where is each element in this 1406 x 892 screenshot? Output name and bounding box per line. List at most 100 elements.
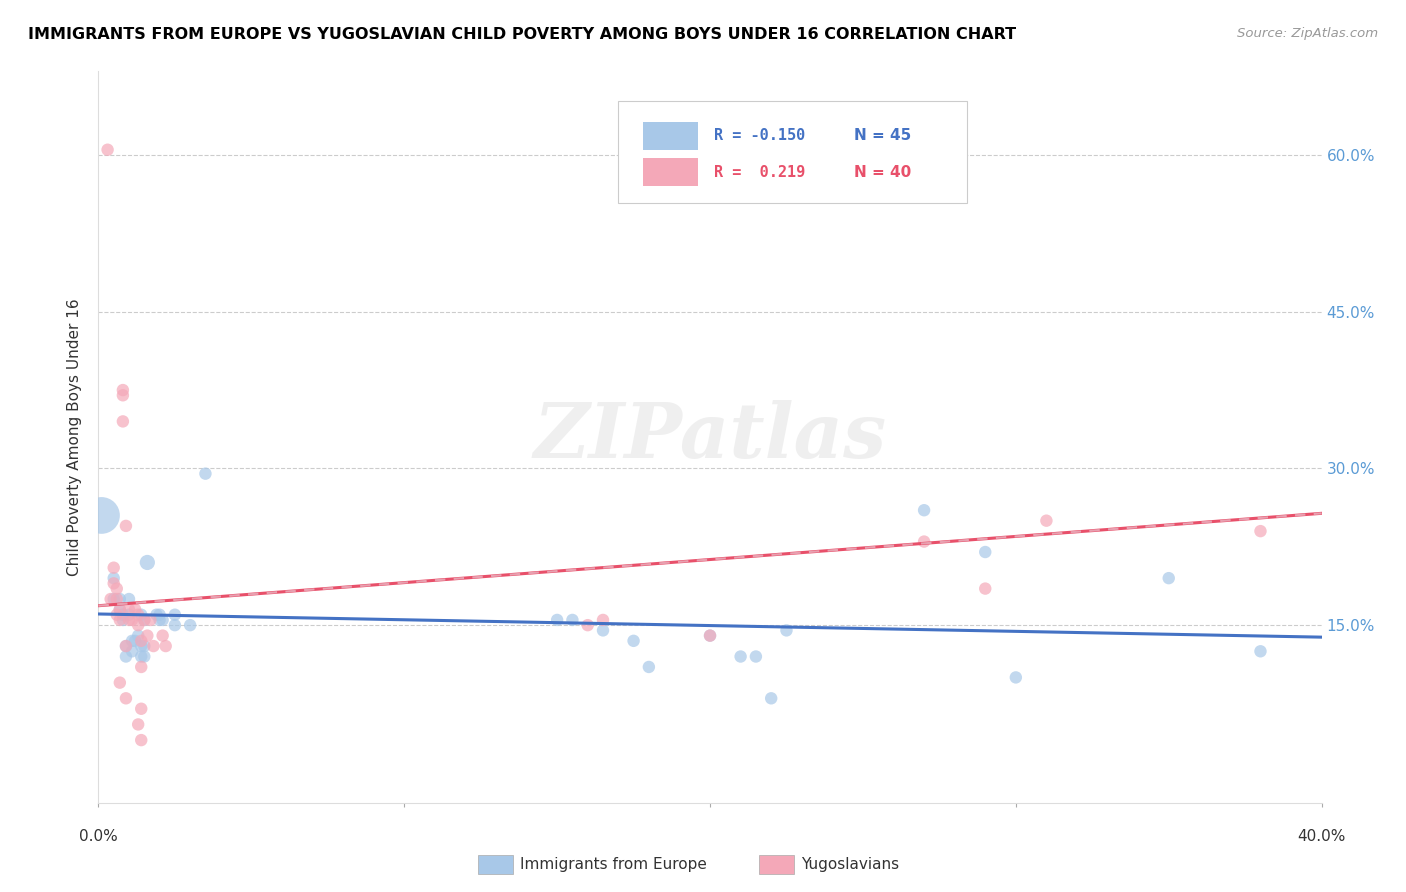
FancyBboxPatch shape <box>643 159 697 186</box>
Point <box>127 618 149 632</box>
Point <box>592 624 614 638</box>
Point <box>124 602 146 616</box>
Text: 0.0%: 0.0% <box>79 829 118 844</box>
Point <box>134 649 156 664</box>
Point <box>1157 571 1180 585</box>
Point <box>129 649 152 664</box>
Point <box>149 607 172 622</box>
Point <box>699 629 721 643</box>
Point <box>115 639 138 653</box>
Text: N = 40: N = 40 <box>855 165 911 180</box>
Point <box>105 592 128 607</box>
Point <box>103 576 125 591</box>
Point <box>546 613 568 627</box>
Point <box>118 613 141 627</box>
Point <box>163 618 186 632</box>
Point <box>759 691 782 706</box>
Point <box>111 613 134 627</box>
Text: Source: ZipAtlas.com: Source: ZipAtlas.com <box>1237 27 1378 40</box>
Point <box>103 560 125 574</box>
Point <box>108 602 131 616</box>
Text: R = -0.150: R = -0.150 <box>714 128 806 144</box>
Text: IMMIGRANTS FROM EUROPE VS YUGOSLAVIAN CHILD POVERTY AMONG BOYS UNDER 16 CORRELAT: IMMIGRANTS FROM EUROPE VS YUGOSLAVIAN CH… <box>28 27 1017 42</box>
Point <box>1249 644 1271 658</box>
Point <box>134 639 156 653</box>
Point <box>129 733 152 747</box>
Point <box>775 624 797 638</box>
Point <box>1035 514 1057 528</box>
Point <box>129 633 152 648</box>
Point <box>121 633 143 648</box>
Point <box>121 644 143 658</box>
Point <box>111 414 134 428</box>
Point <box>127 629 149 643</box>
Text: Yugoslavians: Yugoslavians <box>801 857 900 871</box>
Point <box>592 613 614 627</box>
Point <box>730 649 752 664</box>
Point <box>179 618 201 632</box>
Point <box>127 607 149 622</box>
Point <box>194 467 217 481</box>
Point <box>121 613 143 627</box>
Text: ZIPatlas: ZIPatlas <box>533 401 887 474</box>
Point <box>108 592 131 607</box>
Point <box>108 675 131 690</box>
Y-axis label: Child Poverty Among Boys Under 16: Child Poverty Among Boys Under 16 <box>67 298 83 576</box>
Point <box>103 571 125 585</box>
Point <box>100 592 122 607</box>
Point <box>637 660 661 674</box>
Point <box>129 660 152 674</box>
FancyBboxPatch shape <box>619 101 967 203</box>
Point <box>115 649 138 664</box>
Point <box>129 607 152 622</box>
Point <box>163 607 186 622</box>
Point <box>699 629 721 643</box>
Text: Immigrants from Europe: Immigrants from Europe <box>520 857 707 871</box>
Point <box>108 602 131 616</box>
Point <box>129 639 152 653</box>
Point <box>108 613 131 627</box>
Point <box>1004 670 1026 684</box>
Point <box>115 691 138 706</box>
Point <box>124 633 146 648</box>
Text: N = 45: N = 45 <box>855 128 911 144</box>
Point <box>145 607 167 622</box>
Point <box>115 639 138 653</box>
Point <box>118 592 141 607</box>
Point <box>149 613 172 627</box>
Point <box>974 582 997 596</box>
Point <box>105 607 128 622</box>
Point <box>105 582 128 596</box>
Point <box>136 629 159 643</box>
Text: R =  0.219: R = 0.219 <box>714 165 806 180</box>
Point <box>118 602 141 616</box>
Point <box>561 613 583 627</box>
Point <box>118 607 141 622</box>
Point <box>142 639 165 653</box>
Point <box>912 503 935 517</box>
Point <box>152 613 174 627</box>
FancyBboxPatch shape <box>643 122 697 150</box>
Point <box>139 613 162 627</box>
Point <box>912 534 935 549</box>
Point <box>111 388 134 402</box>
Point <box>127 717 149 731</box>
Point <box>90 508 112 523</box>
Point <box>134 613 156 627</box>
Point <box>745 649 768 664</box>
Point <box>129 702 152 716</box>
Text: 40.0%: 40.0% <box>1298 829 1346 844</box>
Point <box>152 629 174 643</box>
Point <box>115 519 138 533</box>
Point <box>155 639 177 653</box>
Point <box>576 618 599 632</box>
Point <box>1249 524 1271 538</box>
Point <box>623 633 645 648</box>
Point <box>103 592 125 607</box>
Point <box>136 556 159 570</box>
Point <box>974 545 997 559</box>
Point <box>111 607 134 622</box>
Point <box>97 143 120 157</box>
Point <box>134 613 156 627</box>
Point <box>111 383 134 397</box>
